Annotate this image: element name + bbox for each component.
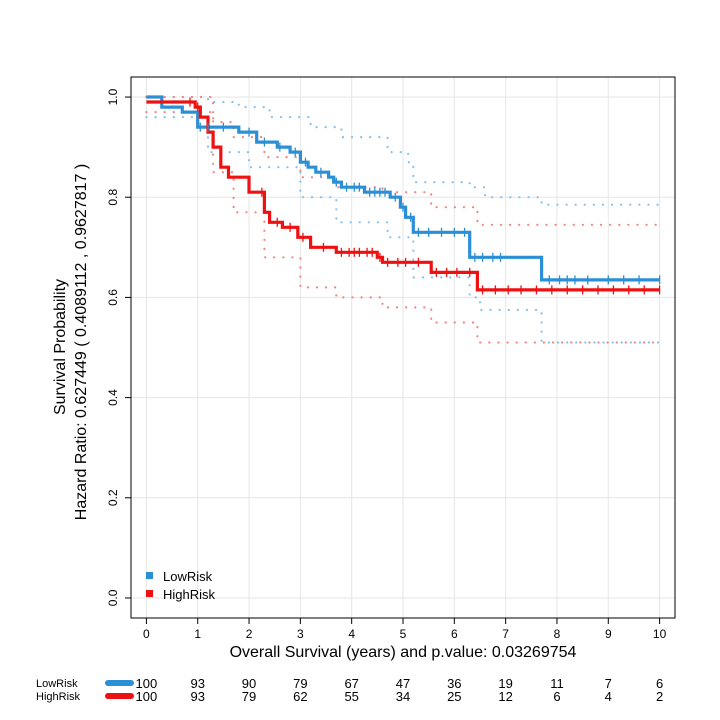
x-tick-label-1: 1: [194, 627, 201, 641]
x-tick-label-4: 4: [348, 627, 355, 641]
x-tick-label-10: 10: [653, 627, 667, 641]
risk-value-lowrisk-7: 19: [498, 676, 512, 691]
survival-curve-lowrisk: [146, 95, 660, 282]
confidence-bands: [145, 95, 661, 344]
y-tick-label-0: 0.0: [106, 589, 120, 606]
y-tick-label-3: 0.6: [106, 289, 120, 306]
risk-value-highrisk-3: 62: [293, 689, 307, 704]
risk-value-highrisk-1: 93: [190, 689, 204, 704]
x-tick-label-5: 5: [400, 627, 407, 641]
risk-value-highrisk-9: 4: [605, 689, 612, 704]
legend-label-highrisk: HighRisk: [163, 587, 216, 602]
y-axis-hazard-ratio: Hazard Ratio: 0.627449 ( 0.4089112 , 0.9…: [73, 164, 90, 520]
x-tick-label-6: 6: [451, 627, 458, 641]
grid: [131, 77, 675, 618]
risk-value-highrisk-0: 100: [136, 689, 158, 704]
y-tick-label-2: 0.4: [106, 389, 120, 406]
risk-row-label-highrisk: HighRisk: [36, 691, 81, 703]
risk-value-highrisk-4: 55: [344, 689, 358, 704]
y-tick-label-5: 1.0: [106, 88, 120, 105]
risk-value-lowrisk-1: 93: [190, 676, 204, 691]
risk-value-lowrisk-0: 100: [136, 676, 158, 691]
risk-value-lowrisk-9: 7: [605, 676, 612, 691]
legend-label-lowrisk: LowRisk: [163, 569, 213, 584]
risk-value-lowrisk-6: 36: [447, 676, 461, 691]
risk-row-label-lowrisk: LowRisk: [36, 678, 78, 690]
risk-value-lowrisk-3: 79: [293, 676, 307, 691]
x-tick-label-0: 0: [143, 627, 150, 641]
risk-value-lowrisk-4: 67: [344, 676, 358, 691]
x-tick-label-8: 8: [554, 627, 561, 641]
risk-table: LowRisk HighRisk 100 93 90 79 67 47 36 19 11 7 610…: [36, 676, 663, 704]
risk-value-lowrisk-8: 11: [550, 676, 564, 691]
censor-marks: [189, 97, 661, 295]
x-tick-label-7: 7: [502, 627, 509, 641]
x-tick-label-3: 3: [297, 627, 304, 641]
risk-value-lowrisk-10: 6: [656, 676, 663, 691]
legend-swatch-lowrisk: [146, 572, 153, 579]
x-tick-label-9: 9: [605, 627, 612, 641]
legend-swatch-highrisk: [146, 590, 153, 597]
y-axis-title: Survival Probability: [52, 279, 69, 415]
risk-value-highrisk-8: 6: [553, 689, 560, 704]
x-tick-label-2: 2: [246, 627, 253, 641]
risk-value-lowrisk-2: 90: [242, 676, 256, 691]
x-axis-title: Overall Survival (years) and p.value: 0.…: [230, 644, 577, 661]
y-tick-label-1: 0.2: [106, 489, 120, 506]
y-tick-label-4: 0.8: [106, 189, 120, 206]
x-axis-title-prefix: Overall Survival (years) and p.value:: [230, 644, 492, 661]
risk-value-lowrisk-5: 47: [396, 676, 410, 691]
risk-value-highrisk-2: 79: [242, 689, 256, 704]
risk-value-highrisk-6: 25: [447, 689, 461, 704]
risk-value-highrisk-5: 34: [396, 689, 410, 704]
ci-upper-highrisk: [145, 95, 661, 226]
legend: LowRisk HighRisk: [146, 569, 216, 602]
ci-lower-lowrisk: [145, 116, 661, 344]
p-value: 0.03269754: [492, 644, 577, 661]
risk-value-highrisk-7: 12: [498, 689, 512, 704]
axes: 0 1 2 3 4 5 6 7 8 9 10 0.0 0.2 0.4 0.6 0.8 1.0: [106, 88, 667, 641]
risk-value-highrisk-10: 2: [656, 689, 663, 704]
